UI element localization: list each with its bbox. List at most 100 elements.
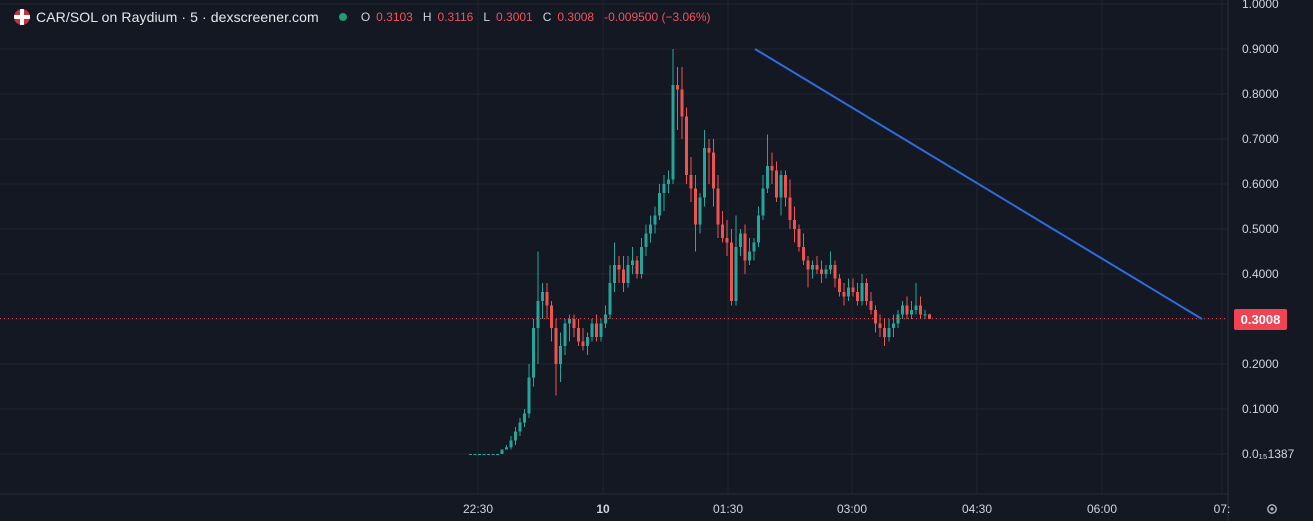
candle-body — [617, 265, 621, 270]
candle-body — [784, 175, 787, 198]
settings-gear-icon[interactable] — [1265, 502, 1279, 516]
token-logo-icon — [14, 9, 30, 25]
candle-body — [860, 283, 864, 301]
y-tick-label: 0.8000 — [1242, 87, 1279, 101]
candle-body — [532, 328, 535, 378]
candle-body — [581, 341, 585, 346]
candle-body — [703, 148, 706, 198]
candle-body — [734, 247, 738, 301]
candle-body — [635, 260, 639, 274]
candle-body — [824, 269, 828, 274]
candle-body — [487, 454, 490, 455]
candle-body — [586, 337, 589, 346]
candle-body — [847, 287, 850, 297]
ohlc-open-value: 0.3103 — [376, 10, 413, 24]
candle-body — [770, 166, 774, 171]
candle-body — [802, 247, 805, 261]
candle-body — [640, 247, 643, 274]
candle-body — [644, 233, 648, 247]
ohlc-high-key: H — [422, 10, 432, 24]
candle-body — [788, 197, 792, 220]
x-tick-label: 22:30 — [463, 502, 493, 516]
candle-body — [662, 184, 666, 193]
candle-body — [748, 251, 751, 261]
y-tick-label: 1.0000 — [1242, 0, 1279, 11]
candle-body — [698, 197, 702, 225]
candle-body — [568, 319, 571, 324]
candle-body — [509, 440, 513, 448]
candle-body — [622, 269, 625, 283]
candle-body — [554, 328, 558, 364]
y-tick-label: 0.6000 — [1242, 177, 1279, 191]
candle-body — [500, 449, 504, 454]
ohlc-change: -0.009500 (−3.06%) — [604, 10, 711, 24]
candle-body — [590, 323, 594, 337]
y-tick-label: 0.9000 — [1242, 42, 1279, 56]
candle-body — [631, 260, 634, 265]
candle-body — [901, 305, 904, 315]
ohlc-low-value: 0.3001 — [496, 10, 533, 24]
candle-body — [482, 454, 486, 455]
candle-body — [815, 265, 819, 270]
candle-body — [829, 265, 832, 270]
candle-body — [838, 278, 841, 292]
candle-body — [671, 85, 675, 180]
candle-body — [914, 305, 918, 310]
candle-body — [694, 188, 697, 225]
candle-body — [761, 188, 765, 216]
candle-body — [874, 310, 877, 324]
x-tick-label: 07: — [1214, 502, 1231, 516]
candle-body — [797, 229, 801, 247]
candle-body — [563, 323, 567, 346]
candle-body — [649, 224, 652, 234]
candle-body — [779, 175, 783, 198]
candle-body — [725, 238, 729, 243]
candle-body — [811, 265, 814, 270]
candle-body — [752, 242, 756, 252]
y-tick-label: 0.0₁₅1387 — [1242, 447, 1295, 461]
candle-body — [473, 454, 477, 455]
candle-body — [496, 454, 499, 455]
ohlc-high-value: 0.3116 — [437, 10, 474, 24]
candle-body — [833, 265, 837, 279]
ohlc-readout: O 0.3103 H 0.3116 L 0.3001 C 0.3008 -0.00950… — [361, 10, 715, 24]
ohlc-close-key: C — [542, 10, 552, 24]
candle-body — [928, 314, 931, 319]
x-tick-label: 10 — [596, 502, 610, 516]
candle-body — [550, 305, 553, 328]
candle-body — [689, 175, 693, 189]
candle-body — [613, 265, 616, 283]
y-tick-label: 0.2000 — [1242, 357, 1279, 371]
candle-body — [905, 305, 909, 315]
candle-body — [766, 166, 769, 189]
candle-body — [478, 454, 481, 455]
candle-body — [505, 447, 508, 450]
candle-body — [775, 170, 778, 198]
candle-body — [599, 323, 603, 337]
ohlc-low-key: L — [483, 10, 491, 24]
candle-body — [658, 193, 661, 216]
y-tick-label: 0.7000 — [1242, 132, 1279, 146]
candle-body — [469, 454, 472, 455]
candle-body — [541, 292, 544, 301]
x-tick-label: 01:30 — [713, 502, 743, 516]
candle-body — [919, 305, 922, 315]
candle-body — [536, 301, 540, 328]
candle-body — [667, 179, 670, 184]
candle-body — [572, 319, 576, 328]
candle-body — [523, 413, 526, 423]
candle-body — [739, 233, 742, 247]
trendline — [754, 48, 1203, 320]
candle-body — [518, 422, 522, 432]
y-tick-label: 0.1000 — [1242, 402, 1279, 416]
candle-body — [608, 283, 612, 315]
candle-body — [545, 292, 549, 306]
candle-body — [527, 377, 531, 414]
candle-body — [757, 215, 760, 243]
candle-body — [743, 233, 747, 261]
y-tick-label: 0.4000 — [1242, 267, 1279, 281]
candle-body — [595, 323, 598, 337]
ohlc-open-key: O — [360, 10, 371, 24]
candle-body — [820, 269, 823, 274]
